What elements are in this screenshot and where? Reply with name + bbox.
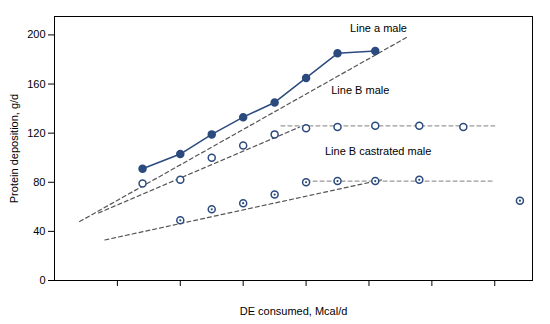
- svg-text:Line a male: Line a male: [350, 22, 407, 34]
- svg-text:DE consumed, Mcal/d: DE consumed, Mcal/d: [240, 305, 348, 317]
- svg-text:40: 40: [33, 225, 45, 237]
- svg-text:80: 80: [33, 176, 45, 188]
- svg-text:0: 0: [39, 274, 45, 286]
- svg-text:120: 120: [27, 127, 45, 139]
- svg-text:200: 200: [27, 28, 45, 40]
- svg-text:Line B castrated male: Line B castrated male: [325, 145, 431, 157]
- svg-text:Line B male: Line B male: [331, 84, 389, 96]
- svg-text:Protein deposition, g/d: Protein deposition, g/d: [8, 94, 20, 203]
- svg-text:160: 160: [27, 78, 45, 90]
